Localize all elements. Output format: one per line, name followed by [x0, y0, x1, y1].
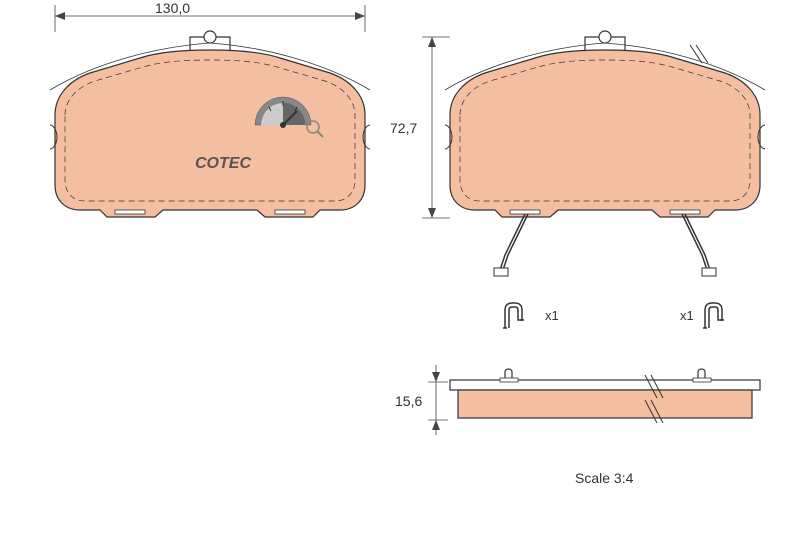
brake-pad-left-front [40, 0, 380, 260]
thickness-dimension [428, 365, 448, 435]
width-label: 130,0 [155, 0, 190, 16]
accessory-clip-right [700, 300, 740, 340]
width-dimension [55, 5, 365, 32]
scale-label: Scale 3:4 [575, 470, 633, 486]
thickness-label: 15,6 [395, 393, 422, 409]
brand-name: COTEC [195, 155, 251, 173]
accessory-clip-left [500, 300, 540, 340]
clip-right-qty: x1 [680, 308, 694, 323]
height-dimension [422, 37, 450, 218]
clip-left-qty: x1 [545, 308, 559, 323]
height-label: 72,7 [390, 120, 417, 136]
brake-pad-side-view [400, 350, 780, 450]
brake-pad-right-front [420, 0, 780, 280]
